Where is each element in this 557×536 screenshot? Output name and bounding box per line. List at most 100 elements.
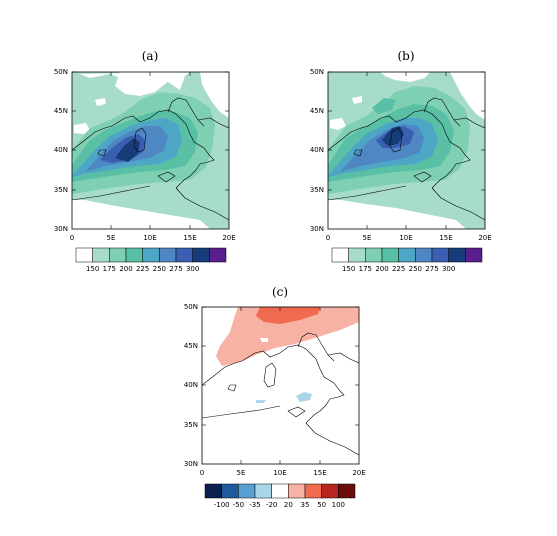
panel-a-colorbar: 150 175 200 225 250 275 300: [75, 247, 227, 273]
colorbar-swatch: [338, 483, 356, 499]
colorbar-swatch: [321, 483, 339, 499]
lon-tick: 20E: [352, 469, 365, 477]
panel-a-lat-labels: 50N 45N 40N 35N 30N: [54, 68, 68, 233]
panel-b-frame: [327, 71, 486, 230]
colorbar-label: 20: [284, 501, 293, 509]
lon-tick: 0: [326, 234, 330, 242]
colorbar-swatch: [254, 483, 272, 499]
panel-b-coastlines: [328, 97, 485, 221]
panel-b-lon-labels: 0 5E 10E 15E 20E: [326, 234, 492, 242]
colorbar-swatch: [271, 483, 289, 499]
panel-b-title: (b): [397, 49, 414, 63]
lon-tick: 0: [200, 469, 204, 477]
colorbar-swatch: [365, 247, 383, 263]
colorbar-swatch: [221, 483, 239, 499]
panel-b-lat-labels: 50N 45N 40N 35N 30N: [310, 68, 324, 233]
lon-tick: 5E: [237, 469, 246, 477]
panel-c-colorbar: -100 -50 -35 -20 20 35 50 100: [204, 483, 356, 509]
lat-tick: 50N: [310, 68, 324, 76]
colorbar-label: 250: [409, 265, 422, 273]
panel-b: (b): [310, 49, 492, 273]
panel-c-contours: [202, 307, 359, 464]
colorbar-swatch: [348, 247, 366, 263]
colorbar-label: -35: [249, 501, 260, 509]
colorbar-swatch: [109, 247, 127, 263]
panel-b-colorbar: 150 175 200 225 250 275 300: [331, 247, 483, 273]
colorbar-label: 150: [86, 265, 99, 273]
lat-tick: 50N: [184, 303, 198, 311]
lat-tick: 30N: [184, 460, 198, 468]
colorbar-swatch: [381, 247, 399, 263]
colorbar-swatch: [192, 247, 210, 263]
colorbar-swatch: [204, 483, 222, 499]
colorbar-swatch: [159, 247, 177, 263]
colorbar-label: 225: [136, 265, 149, 273]
colorbar-swatch: [465, 247, 483, 263]
lat-tick: 30N: [310, 225, 324, 233]
colorbar-swatch: [209, 247, 227, 263]
lon-tick: 5E: [107, 234, 116, 242]
lat-tick: 45N: [54, 107, 68, 115]
colorbar-swatch: [125, 247, 143, 263]
panel-a: (a): [54, 49, 236, 273]
lat-tick: 35N: [184, 421, 198, 429]
colorbar-label: 100: [332, 501, 345, 509]
panel-c-tickmarks: [202, 306, 359, 464]
panel-a-tickmarks: [72, 71, 229, 229]
colorbar-label: -20: [266, 501, 277, 509]
lat-tick: 40N: [310, 146, 324, 154]
lon-tick: 15E: [313, 469, 326, 477]
colorbar-label: 250: [153, 265, 166, 273]
lat-tick: 45N: [310, 107, 324, 115]
colorbar-swatch: [331, 247, 349, 263]
colorbar-swatch: [238, 483, 256, 499]
colorbar-label: 275: [169, 265, 182, 273]
colorbar-swatch: [75, 247, 93, 263]
panel-c-coastlines: [202, 332, 359, 456]
panel-c-lon-labels: 0 5E 10E 15E 20E: [200, 469, 366, 477]
lon-tick: 5E: [363, 234, 372, 242]
panel-a-title: (a): [142, 49, 159, 63]
lon-tick: 10E: [273, 469, 286, 477]
colorbar-swatch: [304, 483, 322, 499]
lon-tick: 15E: [439, 234, 452, 242]
panel-b-contours: [328, 72, 485, 229]
colorbar-label: 200: [375, 265, 388, 273]
lat-tick: 35N: [54, 186, 68, 194]
colorbar-label: 175: [103, 265, 116, 273]
panel-a-frame: [71, 71, 230, 230]
lon-tick: 0: [70, 234, 74, 242]
colorbar-swatch: [288, 483, 306, 499]
colorbar-label: 175: [359, 265, 372, 273]
colorbar-swatch: [448, 247, 466, 263]
colorbar-label: 35: [301, 501, 310, 509]
panel-a-lon-labels: 0 5E 10E 15E 20E: [70, 234, 236, 242]
panel-c: (c): [184, 285, 366, 509]
colorbar-swatch: [431, 247, 449, 263]
colorbar-label: 150: [342, 265, 355, 273]
colorbar-swatch: [92, 247, 110, 263]
lat-tick: 45N: [184, 342, 198, 350]
colorbar-label: 200: [119, 265, 132, 273]
lon-tick: 20E: [478, 234, 491, 242]
lat-tick: 40N: [184, 381, 198, 389]
colorbar-swatch: [142, 247, 160, 263]
lat-tick: 50N: [54, 68, 68, 76]
colorbar-swatch: [398, 247, 416, 263]
lon-tick: 15E: [183, 234, 196, 242]
lon-tick: 10E: [399, 234, 412, 242]
panel-a-coastlines: [72, 97, 229, 221]
panel-c-lat-labels: 50N 45N 40N 35N 30N: [184, 303, 198, 468]
lon-tick: 20E: [222, 234, 235, 242]
lon-tick: 10E: [143, 234, 156, 242]
lat-tick: 35N: [310, 186, 324, 194]
panel-b-tickmarks: [328, 71, 485, 229]
lat-tick: 30N: [54, 225, 68, 233]
colorbar-label: 300: [186, 265, 199, 273]
panel-c-title: (c): [272, 285, 288, 299]
lat-tick: 40N: [54, 146, 68, 154]
colorbar-label: -100: [214, 501, 230, 509]
colorbar-swatch: [415, 247, 433, 263]
colorbar-label: 50: [317, 501, 326, 509]
